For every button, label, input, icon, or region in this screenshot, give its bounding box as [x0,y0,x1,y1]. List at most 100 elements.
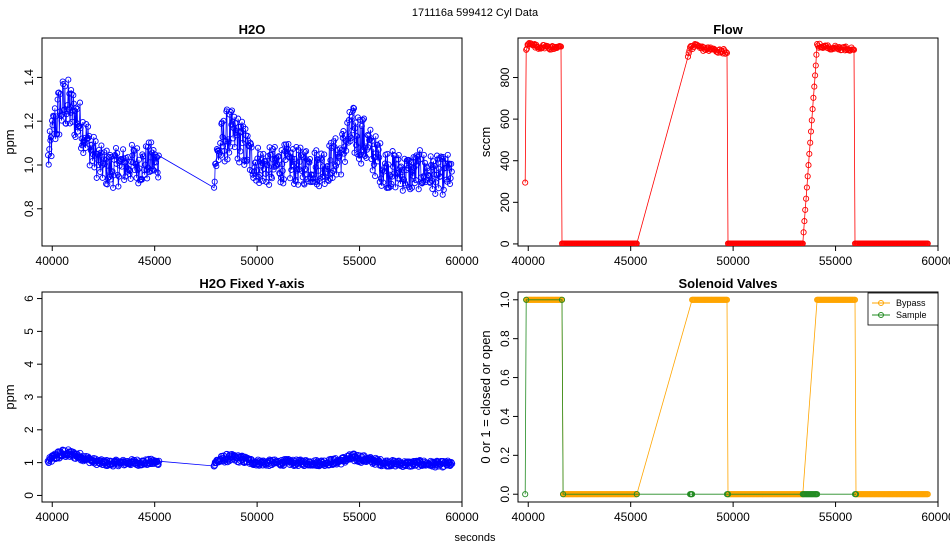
data-point [301,149,308,156]
data-point [248,144,255,151]
data-point [289,161,296,168]
data-point [395,156,402,163]
data-point [226,149,233,156]
x-tick-label: 50000 [240,254,274,268]
y-tick-label: 1 [22,459,36,466]
data-point [45,152,52,159]
data-point [338,171,345,178]
data-point [254,155,261,162]
data-point [224,156,231,163]
data-point [297,144,304,151]
chart-title: Flow [713,22,743,37]
data-point [424,172,431,179]
data-point [429,185,436,193]
data-point [250,168,257,175]
data-point [411,180,418,187]
data-point [228,107,236,114]
data-point [144,175,151,182]
data-point [388,180,395,187]
data-point [416,151,423,158]
data-point [295,181,302,188]
data-point [268,175,275,182]
data-point [339,131,346,138]
data-point [323,163,331,170]
data-point [292,176,299,183]
y-tick-label: 200 [498,192,512,212]
data-point [68,86,75,94]
data-point [332,135,339,142]
data-point [253,167,260,174]
data-point [306,159,313,166]
data-point [301,181,308,188]
data-point [353,133,360,140]
data-point [448,460,456,468]
data-point [350,104,357,111]
data-point [259,178,266,185]
data-point [74,105,81,113]
data-point [806,150,813,157]
y-tick-label: 1.0 [498,291,512,308]
data-point [357,116,364,123]
data-point [280,176,287,183]
y-tick-label: 1.4 [22,69,36,86]
data-point [217,152,224,159]
data-point [148,139,155,146]
data-point [98,142,105,149]
x-tick-label: 45000 [614,254,648,268]
data-point [400,176,408,183]
data-point [324,162,331,170]
x-tick-label: 55000 [343,254,377,268]
data-point [213,163,220,170]
data-point [346,108,353,116]
plot-area [45,76,455,198]
data-point [350,105,358,112]
data-point [370,161,377,168]
chart-h2o: H2O 40000 45000 50000 55000 60000 0.8 1.0 1.2 1.4… [2,22,479,268]
y-axis-label: sccm [478,127,493,157]
data-point [279,161,286,168]
data-point [358,122,365,130]
data-point [390,163,397,170]
data-point [113,160,120,167]
y-axis-label: ppm [2,129,17,154]
data-point [327,157,334,164]
data-point [392,184,399,191]
data-point [523,296,530,303]
series-line-flow [524,42,928,244]
data-point [358,160,365,167]
chart-title: Solenoid Valves [679,276,778,291]
data-point [66,90,73,97]
data-point [801,218,808,225]
data-point [149,166,156,173]
legend-swatch-point [878,312,884,318]
data-point [387,183,394,190]
data-point [401,458,408,466]
legend-swatch-point [878,300,884,306]
data-point [318,150,325,157]
data-point [431,162,438,170]
y-tick-label: 2 [22,426,36,433]
data-point [404,164,411,171]
x-tick-label: 60000 [445,510,479,524]
data-point [446,180,454,188]
figure-suptitle: 171116a 599412 Cyl Data [412,7,539,19]
data-point [367,126,374,133]
y-tick-label: 0 [22,492,36,499]
data-point [408,159,415,166]
data-point [306,155,314,163]
data-point [51,105,58,112]
data-point [220,117,227,124]
x-tick-label: 60000 [445,254,479,268]
legend-label-bypass: Bypass [896,298,926,308]
data-point [803,195,810,202]
data-point [313,147,320,154]
data-point [148,167,155,174]
data-point [436,173,443,180]
data-point [433,171,440,178]
data-point [134,145,141,152]
data-point [70,92,77,99]
data-point [321,180,328,188]
data-point [104,181,111,188]
data-point [78,145,85,152]
x-tick-label: 50000 [716,510,750,524]
